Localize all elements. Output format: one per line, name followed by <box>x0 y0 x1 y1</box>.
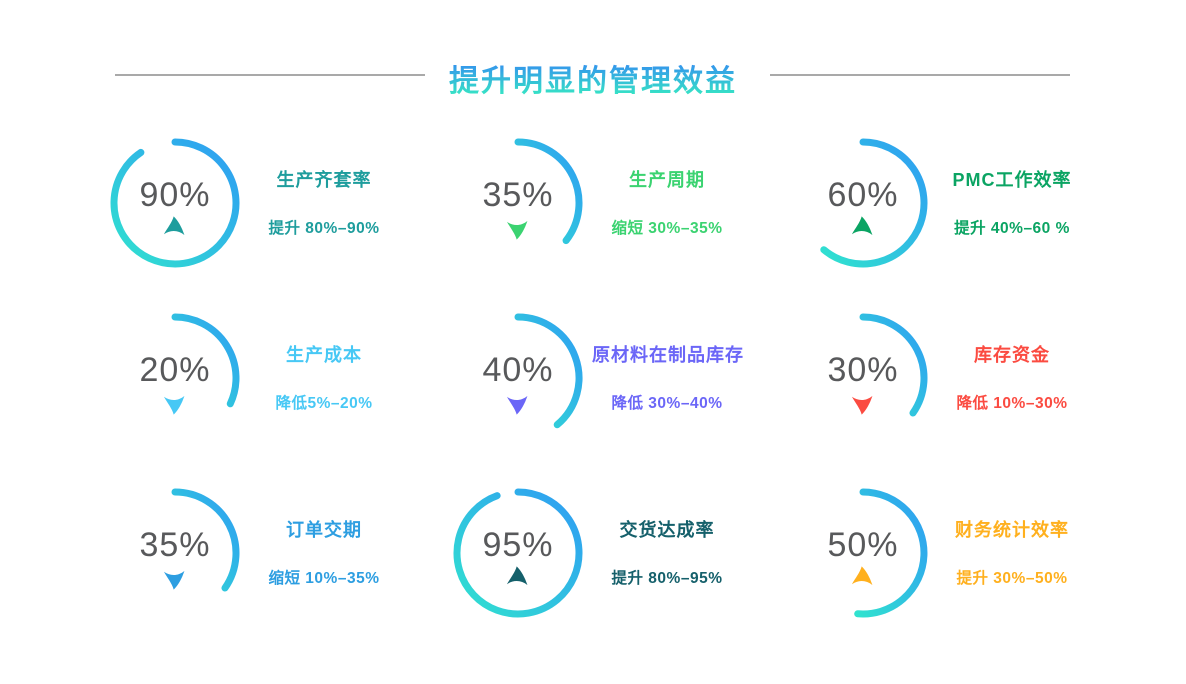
gauge-arc <box>171 488 240 592</box>
gauge-title: 生产齐套率 <box>276 170 372 190</box>
gauge-subtitle: 提升 80%–95% <box>611 570 723 587</box>
gauge-subtitle: 降低 30%–40% <box>611 395 723 412</box>
gauge-arc <box>854 488 928 618</box>
gauge-ring: 95% <box>453 488 583 618</box>
gauge-text: 交货达成率 提升 80%–95% <box>592 488 742 589</box>
gauge-ring: 50% <box>798 488 928 618</box>
gauge-title: 财务统计效率 <box>955 520 1069 540</box>
trend-down-icon <box>851 395 872 415</box>
gauge-text: 原材料在制品库存 降低 30%–40% <box>592 313 744 414</box>
gauge-title: PMC工作效率 <box>952 170 1072 190</box>
gauge-subtitle: 缩短 30%–35% <box>611 220 723 237</box>
gauge-percent: 95% <box>482 525 554 564</box>
gauge-arc <box>171 313 240 408</box>
gauge-arc <box>514 138 583 245</box>
trend-up-icon <box>851 565 872 585</box>
page-title: 提升明显的管理效益 <box>0 56 1186 100</box>
trend-arrow-path <box>851 565 872 585</box>
gauge-ring: 35% <box>110 488 240 618</box>
gauge-percent: 60% <box>827 175 899 214</box>
trend-arrow-path <box>163 570 184 590</box>
gauge-subtitle: 缩短 10%–35% <box>268 570 380 587</box>
gauge-percent: 40% <box>482 350 554 389</box>
gauge-percent: 35% <box>482 175 554 214</box>
title-divider-left <box>115 74 425 76</box>
trend-up-icon <box>506 565 527 585</box>
gauge-subtitle: 降低5%–20% <box>275 395 373 412</box>
title-divider-right <box>770 74 1070 76</box>
trend-down-icon <box>163 395 184 415</box>
trend-arrow-path <box>851 215 872 235</box>
gauge-subtitle: 提升 40%–60 % <box>954 220 1070 237</box>
trend-arrow-path <box>163 395 184 415</box>
gauge-ring: 20% <box>110 313 240 443</box>
trend-down-icon <box>506 220 527 240</box>
trend-up-icon <box>851 215 872 235</box>
gauge-arc <box>453 488 583 618</box>
gauge-arc <box>820 138 928 268</box>
trend-down-icon <box>163 570 184 590</box>
gauge-text: 订单交期 缩短 10%–35% <box>249 488 399 589</box>
gauge-percent: 20% <box>139 350 211 389</box>
trend-arrow-path <box>506 395 527 415</box>
gauge-cell: 35% 生产周期 缩短 30%–35% <box>453 138 798 268</box>
gauge-percent: 50% <box>827 525 899 564</box>
gauge-text: 财务统计效率 提升 30%–50% <box>937 488 1087 589</box>
gauge-title: 交货达成率 <box>619 520 715 540</box>
gauge-cell: 50% 财务统计效率 提升 30%–50% <box>798 488 1143 618</box>
gauge-title: 原材料在制品库存 <box>592 345 744 365</box>
gauge-percent: 35% <box>139 525 211 564</box>
gauge-ring: 90% <box>110 138 240 268</box>
gauge-text: 生产齐套率 提升 80%–90% <box>249 138 399 239</box>
gauge-cell: 30% 库存资金 降低 10%–30% <box>798 313 1143 443</box>
gauge-cell: 60% PMC工作效率 提升 40%–60 % <box>798 138 1143 268</box>
gauge-text: PMC工作效率 提升 40%–60 % <box>937 138 1087 239</box>
gauge-ring: 30% <box>798 313 928 443</box>
gauge-subtitle: 降低 10%–30% <box>956 395 1068 412</box>
slide-header: 提升明显的管理效益 <box>0 0 1186 110</box>
trend-arrow-path <box>506 220 527 240</box>
gauge-percent: 30% <box>827 350 899 389</box>
gauge-ring: 60% <box>798 138 928 268</box>
gauge-arc <box>110 138 240 268</box>
trend-arrow-path <box>163 215 184 235</box>
gauge-ring: 35% <box>453 138 583 268</box>
gauge-title: 订单交期 <box>286 520 362 540</box>
gauge-text: 生产成本 降低5%–20% <box>249 313 399 414</box>
gauge-text: 生产周期 缩短 30%–35% <box>592 138 742 239</box>
gauge-cell: 35% 订单交期 缩短 10%–35% <box>110 488 453 618</box>
gauge-ring: 40% <box>453 313 583 443</box>
trend-arrow-path <box>851 395 872 415</box>
gauge-cell: 20% 生产成本 降低5%–20% <box>110 313 453 443</box>
trend-down-icon <box>506 395 527 415</box>
gauge-cell: 95% 交货达成率 提升 80%–95% <box>453 488 798 618</box>
gauge-title: 库存资金 <box>974 345 1050 365</box>
gauge-text: 库存资金 降低 10%–30% <box>937 313 1087 414</box>
gauge-arc <box>859 313 928 417</box>
trend-arrow-path <box>506 565 527 585</box>
gauge-title: 生产周期 <box>629 170 705 190</box>
gauge-subtitle: 提升 30%–50% <box>956 570 1068 587</box>
gauge-subtitle: 提升 80%–90% <box>268 220 380 237</box>
gauge-cell: 40% 原材料在制品库存 降低 30%–40% <box>453 313 798 443</box>
trend-up-icon <box>163 215 184 235</box>
gauge-percent: 90% <box>139 175 211 214</box>
gauge-grid: 90% 生产齐套率 提升 80%–90% 35% 生产周期 缩短 30%–35% <box>110 138 1143 618</box>
gauge-cell: 90% 生产齐套率 提升 80%–90% <box>110 138 453 268</box>
gauge-title: 生产成本 <box>286 345 362 365</box>
gauge-arc <box>514 313 583 429</box>
